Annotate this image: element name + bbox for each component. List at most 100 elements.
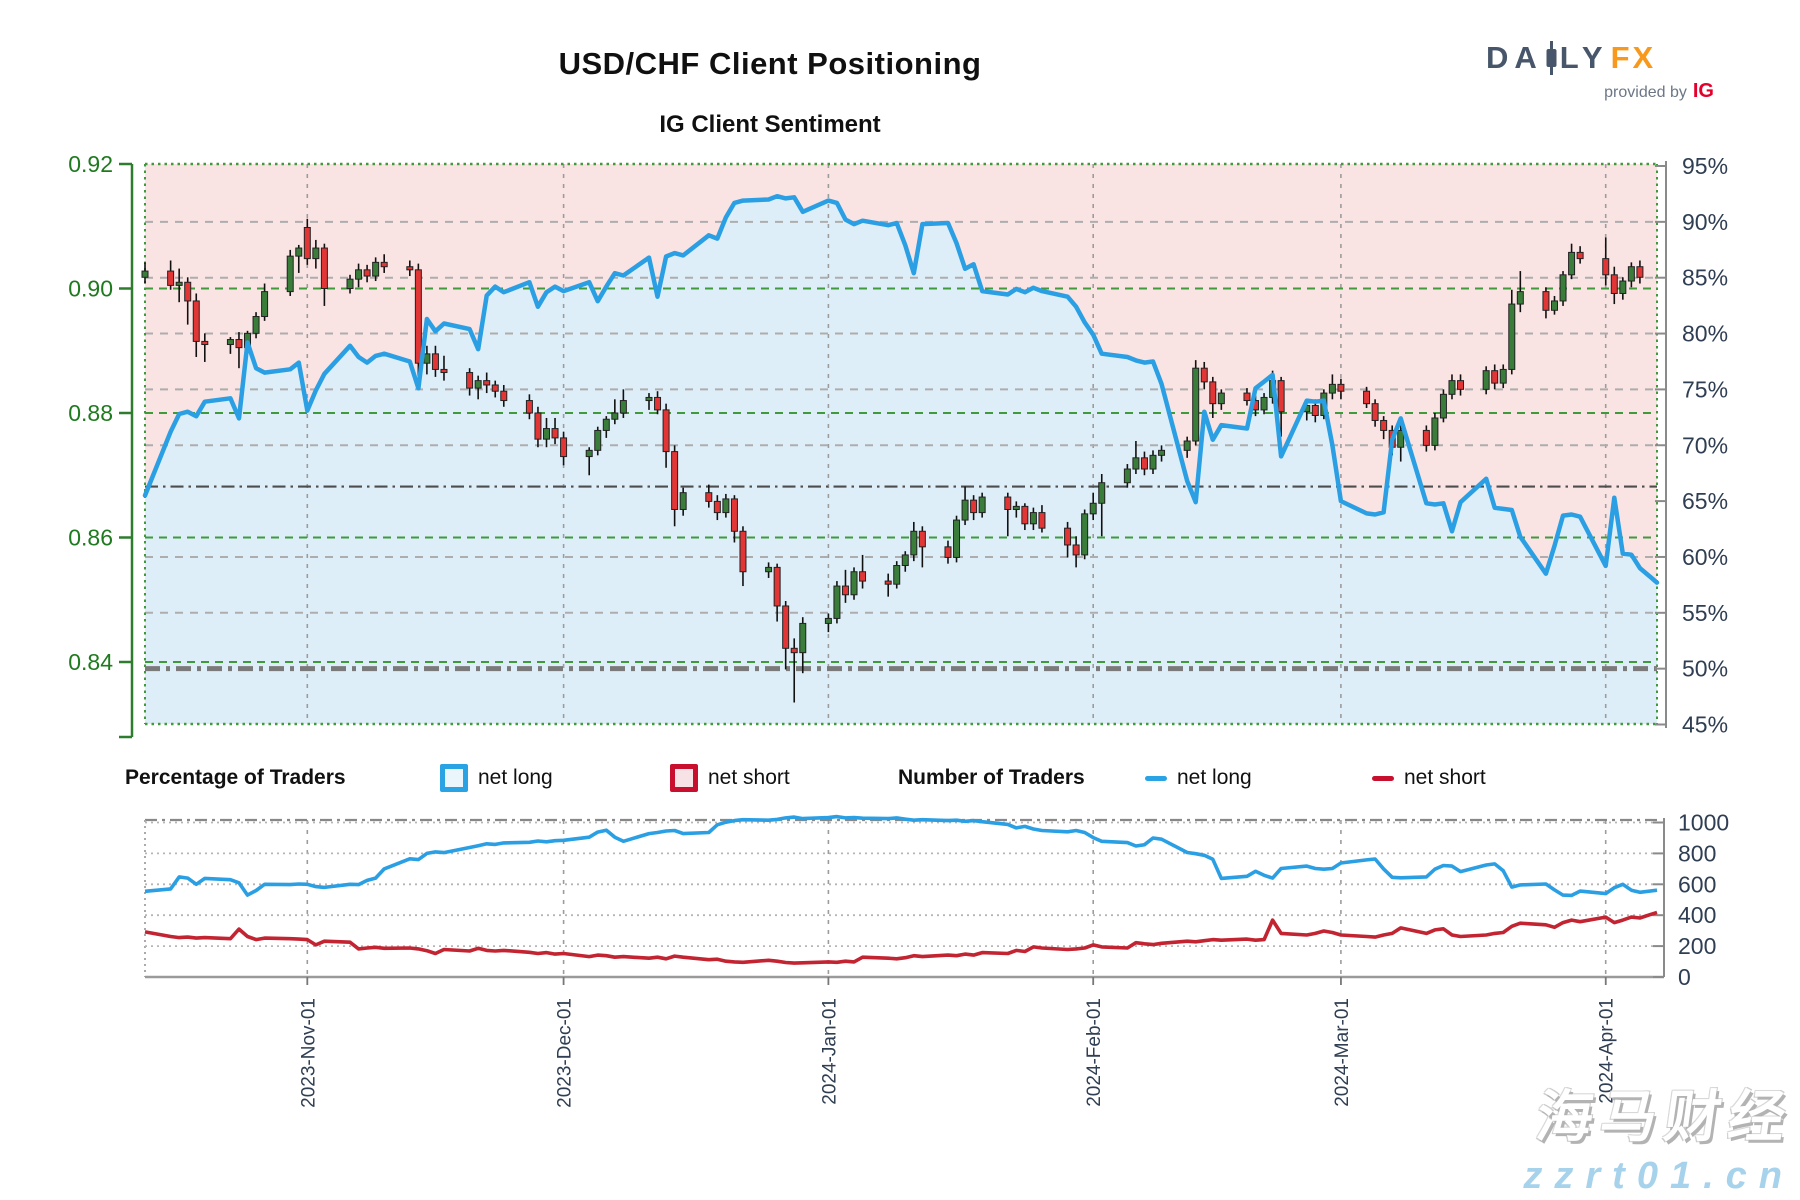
chart-element: 85% [1682,265,1728,291]
chart-element [372,261,380,277]
chart-element [1029,512,1037,525]
chart-element [1636,266,1644,278]
chart-element: 2024-Mar-01 [1332,998,1353,1107]
chart-element [1123,468,1131,484]
chart-element [1089,502,1097,515]
chart-element [910,530,918,556]
chart-element: 45% [1682,712,1728,738]
chart-element: 200 [1678,933,1716,959]
chart-element [252,316,260,334]
chart-element [790,647,798,654]
chart-element [1602,258,1610,276]
chart-element [1064,527,1072,546]
legend-pct-net-long: net long [440,762,553,794]
chart-element: 90% [1682,209,1728,235]
chart-element [1431,417,1439,446]
chart-element: 0.84 [68,649,113,675]
chart-element [1482,370,1490,390]
legend-num-title: Number of Traders [898,766,1085,789]
chart-element: 0.92 [68,151,113,177]
chart-element: 2024-Jan-01 [819,998,840,1105]
chart-element [1371,403,1379,421]
chart-element: 65% [1682,488,1728,514]
chart-element [1516,291,1524,305]
chart-element [662,409,670,453]
chart-element [765,566,773,573]
chart-element [142,193,1660,585]
chart-element [141,270,149,278]
legend-pct-net-short: net short [670,762,790,794]
chart-element [491,384,499,392]
chart-element: 800 [1678,840,1716,866]
chart-element [1559,274,1567,302]
chart-element: 2024-Feb-01 [1084,998,1105,1107]
chart-element [560,437,568,458]
chart-element [1576,251,1584,260]
chart-element [722,498,730,514]
chart-element [961,499,969,521]
chart-element [1508,303,1516,370]
chart-element [1380,419,1388,431]
chart-element [1627,266,1635,282]
chart-element [312,247,320,260]
chart-element [1012,505,1020,510]
chart-element [1132,457,1140,470]
chart-element [1021,505,1029,525]
chart-element [1491,370,1499,384]
net-short-swatch-icon [670,764,698,792]
chart-element: 75% [1682,376,1728,402]
net-long-swatch-icon [440,764,468,792]
chart-element [1363,390,1371,405]
chart-element [705,492,713,502]
chart-element [1610,274,1618,294]
chart-element [1217,392,1225,405]
net-long-line-icon [1145,775,1167,781]
logo-text-daily: DA LY [1486,40,1609,75]
chart-element [1038,512,1046,529]
chart-element: 70% [1682,432,1728,458]
chart-element [799,622,807,654]
chart-element [1004,496,1012,510]
chart-element [1499,368,1507,384]
chart-element [1192,367,1200,442]
chart-element [175,281,183,286]
ig-logo: IG [1692,80,1714,102]
chart-element [414,269,422,364]
chart-element [431,353,439,370]
chart-element [144,910,1658,965]
chart-element [1158,449,1166,456]
chart-element [850,571,858,596]
chart-element [841,585,849,596]
chart-element [1209,381,1217,405]
chart-element [534,412,542,440]
chart-element [970,499,978,514]
chart-element [859,571,867,582]
watermark-url: zzrt01.cn [1523,1155,1794,1197]
chart-element [235,339,243,349]
chart-element [944,546,952,558]
chart-element [1081,513,1089,556]
chart-element: 0.90 [68,276,113,302]
chart-element [355,269,363,280]
chart-element [363,269,371,277]
chart-element [1550,300,1558,311]
chart-element [1457,380,1465,390]
chart-element [551,428,559,439]
logo-text-fx: FX [1610,40,1657,75]
chart-element [184,281,192,302]
chart-element [500,390,508,402]
chart-element: 60% [1682,544,1728,570]
chart-element [585,449,593,458]
chart-element: 50% [1682,656,1728,682]
chart-element: 55% [1682,600,1728,626]
chart-element: 80% [1682,321,1728,347]
chart-element [1422,429,1430,446]
chart-element: 600 [1678,871,1716,897]
chart-element [901,554,909,567]
chart-element [380,261,388,268]
chart-element [525,400,533,414]
chart-element [167,270,175,286]
chart-element [1328,383,1336,394]
chart-element [1243,392,1251,402]
